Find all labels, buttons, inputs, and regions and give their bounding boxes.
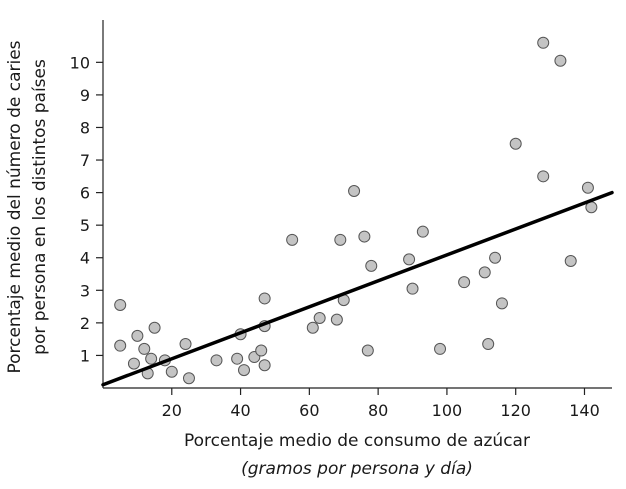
y-tick-label: 5 (80, 216, 90, 235)
data-point (330, 313, 343, 326)
data-point (334, 233, 347, 246)
data-point (131, 329, 144, 342)
x-tick-label: 140 (569, 401, 600, 420)
data-point (416, 225, 429, 238)
y-tick-label: 9 (80, 86, 90, 105)
data-point (210, 354, 223, 367)
data-point (114, 339, 127, 352)
x-axis-title-line-2: (gramos por persona y día) (241, 459, 473, 479)
data-point (434, 342, 447, 355)
data-point (165, 365, 178, 378)
data-point (238, 364, 251, 377)
y-axis-title-line-1: Porcentaje medio del número de caries (5, 40, 25, 373)
data-point (255, 344, 268, 357)
data-point (138, 342, 151, 355)
data-point (365, 259, 378, 272)
y-tick-label: 1 (80, 346, 90, 365)
x-tick-label: 20 (162, 401, 182, 420)
data-point (537, 36, 550, 49)
x-tick-label: 60 (299, 401, 319, 420)
data-point (403, 253, 416, 266)
data-point (358, 230, 371, 243)
y-tick-label: 4 (80, 249, 90, 268)
data-point (537, 170, 550, 183)
x-tick-label: 100 (432, 401, 463, 420)
data-point (127, 357, 140, 370)
data-point (564, 254, 577, 267)
y-tick-label: 2 (80, 314, 90, 333)
data-point (458, 276, 471, 289)
x-tick-label: 40 (230, 401, 250, 420)
data-point (313, 311, 326, 324)
data-point (148, 321, 161, 334)
x-ticks: 20 40 60 80 100 120 140 (162, 388, 600, 420)
x-axis-title-line-1: Porcentaje medio de consumo de azúcar (184, 431, 530, 451)
data-point (554, 54, 567, 67)
y-tick-label: 10 (70, 53, 90, 72)
x-tick-label: 80 (368, 401, 388, 420)
data-point (509, 137, 522, 150)
data-points (114, 36, 598, 385)
data-point (114, 298, 127, 311)
axes (102, 20, 612, 389)
data-point (361, 344, 374, 357)
trend-line (101, 190, 614, 387)
data-point (182, 372, 195, 385)
data-point (231, 352, 244, 365)
data-point (258, 292, 271, 305)
data-point (258, 359, 271, 372)
data-point (348, 184, 361, 197)
data-point (286, 233, 299, 246)
data-point (495, 297, 508, 310)
data-point (145, 352, 158, 365)
y-tick-label: 7 (80, 151, 90, 170)
data-point (406, 282, 419, 295)
data-point (478, 266, 491, 279)
data-point (482, 338, 495, 351)
data-point (581, 181, 594, 194)
data-point (306, 321, 319, 334)
data-point (179, 338, 192, 351)
y-tick-label: 3 (80, 281, 90, 300)
y-tick-label: 8 (80, 118, 90, 137)
x-tick-label: 120 (500, 401, 531, 420)
data-point (489, 251, 502, 264)
y-tick-label: 6 (80, 184, 90, 203)
y-ticks: 1 2 3 4 5 6 7 8 9 10 (70, 53, 103, 365)
y-axis-title-line-2: por persona en los distintos países (30, 59, 50, 355)
